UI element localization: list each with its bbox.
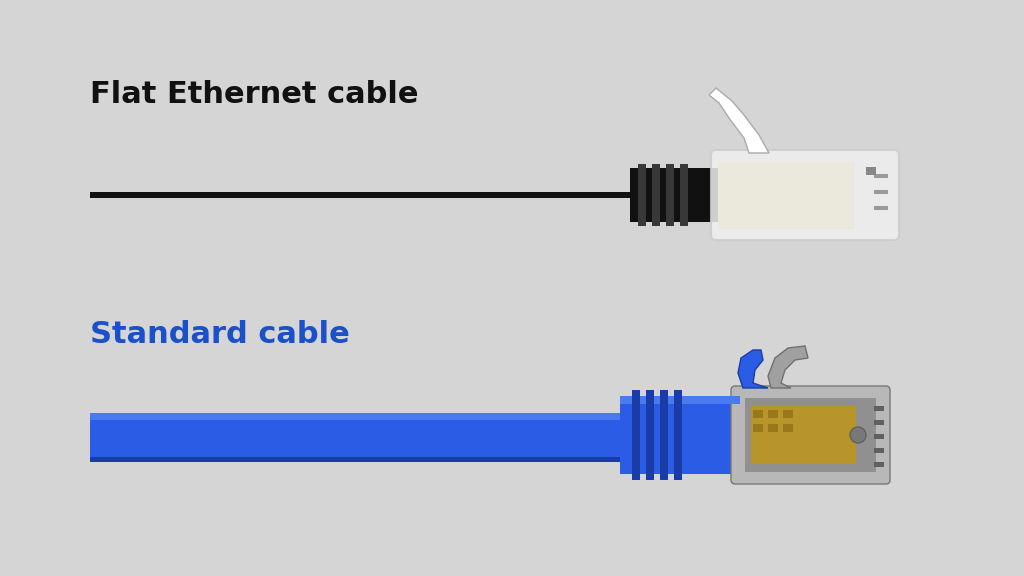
Bar (652, 164, 660, 226)
Bar (632, 390, 640, 480)
Bar (646, 390, 654, 480)
Bar (90, 413, 638, 457)
Bar (753, 424, 763, 432)
Bar (874, 190, 888, 194)
Bar (783, 410, 793, 418)
Text: Standard cable: Standard cable (90, 320, 350, 349)
Bar (620, 396, 740, 474)
FancyBboxPatch shape (711, 150, 899, 240)
Bar (90, 192, 645, 198)
Bar (874, 206, 888, 210)
Bar (783, 424, 793, 432)
Bar (768, 410, 778, 418)
Polygon shape (738, 350, 768, 388)
Polygon shape (709, 88, 769, 153)
Bar (630, 168, 725, 222)
Bar (745, 398, 876, 472)
Bar (874, 448, 884, 453)
Bar (874, 174, 888, 178)
Bar (90, 413, 638, 420)
Bar (90, 418, 638, 462)
Text: Flat Ethernet cable: Flat Ethernet cable (90, 80, 419, 109)
Bar (874, 462, 884, 467)
Bar (674, 390, 682, 480)
Bar (874, 406, 884, 411)
Bar (768, 424, 778, 432)
Bar (718, 162, 853, 228)
FancyBboxPatch shape (731, 386, 890, 484)
Bar (751, 406, 856, 464)
Bar (874, 434, 884, 439)
Bar (718, 162, 853, 228)
Circle shape (850, 427, 866, 443)
Bar (874, 420, 884, 425)
Bar (866, 167, 876, 175)
Bar (666, 164, 674, 226)
Polygon shape (768, 346, 808, 388)
Bar (660, 390, 668, 480)
Bar (680, 164, 688, 226)
Bar (638, 164, 646, 226)
Bar (753, 410, 763, 418)
Bar (620, 396, 740, 404)
